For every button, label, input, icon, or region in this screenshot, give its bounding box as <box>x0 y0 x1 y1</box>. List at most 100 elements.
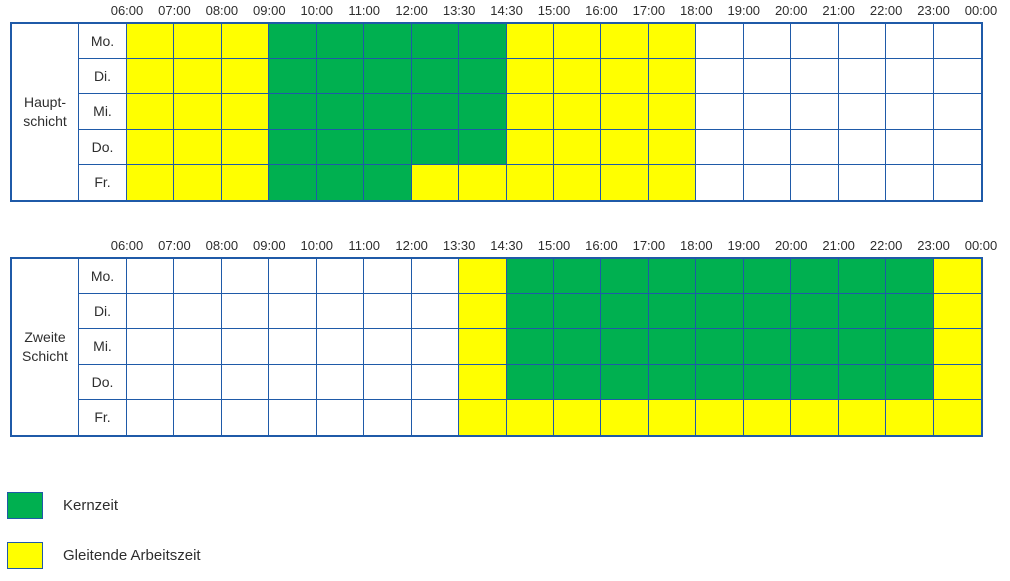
schedule-cell-empty <box>933 164 981 200</box>
schedule-cell-empty <box>221 329 270 365</box>
schedule-cell-flex <box>648 129 697 165</box>
schedule-cell-empty <box>174 399 222 435</box>
schedule-cell-core <box>791 364 839 400</box>
schedule-cell-core <box>601 294 649 330</box>
schedule-cell-empty <box>886 24 934 60</box>
schedule-cell-flex <box>933 259 981 295</box>
legend-label-kernzeit: Kernzeit <box>63 497 119 514</box>
schedule-cell-empty <box>221 259 270 295</box>
schedule-cell-core <box>648 364 697 400</box>
schedule-cell-flex <box>459 364 507 400</box>
schedule-cell-flex <box>459 294 507 330</box>
schedule-cell-empty <box>886 59 934 95</box>
schedule-cell-empty <box>221 294 270 330</box>
schedule-cell-flex <box>459 329 507 365</box>
day-label: Mo. <box>79 259 127 295</box>
time-label: 06:00 <box>110 3 144 18</box>
time-axis-zweite-schicht: 06:00 07:00 08:00 09:00 10:00 11:00 12:00 13:30… <box>10 238 998 256</box>
schedule-cell-core <box>648 294 697 330</box>
schedule-cell-flex <box>221 59 270 95</box>
schedule-cell-flex <box>174 94 222 130</box>
schedule-cell-empty <box>791 129 839 165</box>
schedule-cell-empty <box>364 399 412 435</box>
schedule-cell-empty <box>696 129 744 165</box>
schedule-cell-core <box>601 329 649 365</box>
schedule-cell-flex <box>506 164 554 200</box>
schedule-cell-flex <box>648 59 697 95</box>
schedule-cell-flex <box>601 164 649 200</box>
schedule-cell-flex <box>648 94 697 130</box>
schedule-cell-empty <box>838 59 887 95</box>
schedule-cell-empty <box>411 329 460 365</box>
schedule-cell-empty <box>791 59 839 95</box>
schedule-cell-flex <box>648 164 697 200</box>
schedule-cell-flex <box>506 24 554 60</box>
time-label: 09:00 <box>253 238 286 253</box>
time-label: 11:00 <box>348 238 381 253</box>
time-label: 19:00 <box>727 3 761 18</box>
schedule-cell-core <box>886 294 934 330</box>
schedule-cell-core <box>838 294 887 330</box>
time-label: 09:00 <box>253 3 286 18</box>
schedule-cell-core <box>411 24 460 60</box>
time-label: 13:30 <box>442 238 476 253</box>
schedule-cell-empty <box>838 129 887 165</box>
schedule-cell-flex <box>459 259 507 295</box>
schedule-cell-core <box>648 259 697 295</box>
schedule-cell-empty <box>174 259 222 295</box>
schedule-cell-core <box>411 129 460 165</box>
schedule-cell-core <box>269 94 317 130</box>
schedule-cell-empty <box>838 24 887 60</box>
schedule-grid-hauptschicht: Haupt- schicht Mo. Di. Mi. Do. Fr. <box>10 22 983 202</box>
schedule-cell-empty <box>791 164 839 200</box>
time-label: 08:00 <box>205 3 239 18</box>
schedule-cell-flex <box>743 399 792 435</box>
schedule-cell-flex <box>553 164 602 200</box>
schedule-cell-core <box>459 129 507 165</box>
schedule-cell-core <box>696 294 744 330</box>
schedule-cell-core <box>838 329 887 365</box>
schedule-cell-flex <box>886 399 934 435</box>
schedule-cell-empty <box>364 259 412 295</box>
schedule-cell-empty <box>933 24 981 60</box>
time-label: 20:00 <box>774 238 808 253</box>
schedule-cell-core <box>316 59 365 95</box>
shift-label-zweite-schicht: Zweite Schicht <box>12 259 79 435</box>
schedule-cell-core <box>553 329 602 365</box>
schedule-cell-core <box>411 59 460 95</box>
zweite-schicht-table: 06:00 07:00 08:00 09:00 10:00 11:00 12:00 13:30… <box>10 238 997 437</box>
schedule-cell-core <box>743 329 792 365</box>
schedule-cell-empty <box>696 164 744 200</box>
schedule-cell-empty <box>316 259 365 295</box>
time-label: 00:00 <box>964 238 998 253</box>
day-label: Do. <box>79 129 127 165</box>
schedule-cell-core <box>506 329 554 365</box>
schedule-cell-core <box>743 364 792 400</box>
schedule-cell-empty <box>838 94 887 130</box>
schedule-cell-flex <box>459 164 507 200</box>
time-label: 19:00 <box>727 238 761 253</box>
schedule-cell-flex <box>696 399 744 435</box>
schedule-cell-empty <box>127 294 175 330</box>
schedule-cell-flex <box>933 294 981 330</box>
schedule-cell-core <box>791 294 839 330</box>
schedule-cell-flex <box>506 94 554 130</box>
schedule-cell-empty <box>174 294 222 330</box>
schedule-cell-flex <box>553 24 602 60</box>
shift-label-line: schicht <box>23 113 67 129</box>
schedule-cell-core <box>459 24 507 60</box>
schedule-cell-flex <box>553 399 602 435</box>
time-label: 00:00 <box>964 3 998 18</box>
schedule-cell-core <box>553 259 602 295</box>
shift-label-hauptschicht: Haupt- schicht <box>12 24 79 200</box>
schedule-cell-core <box>553 294 602 330</box>
schedule-cell-empty <box>743 129 792 165</box>
time-label: 07:00 <box>158 3 191 18</box>
schedule-cell-core <box>364 24 412 60</box>
schedule-cell-flex <box>791 399 839 435</box>
schedule-cell-flex <box>601 399 649 435</box>
schedule-cell-core <box>696 259 744 295</box>
schedule-cell-empty <box>411 364 460 400</box>
time-label: 14:30 <box>490 238 523 253</box>
